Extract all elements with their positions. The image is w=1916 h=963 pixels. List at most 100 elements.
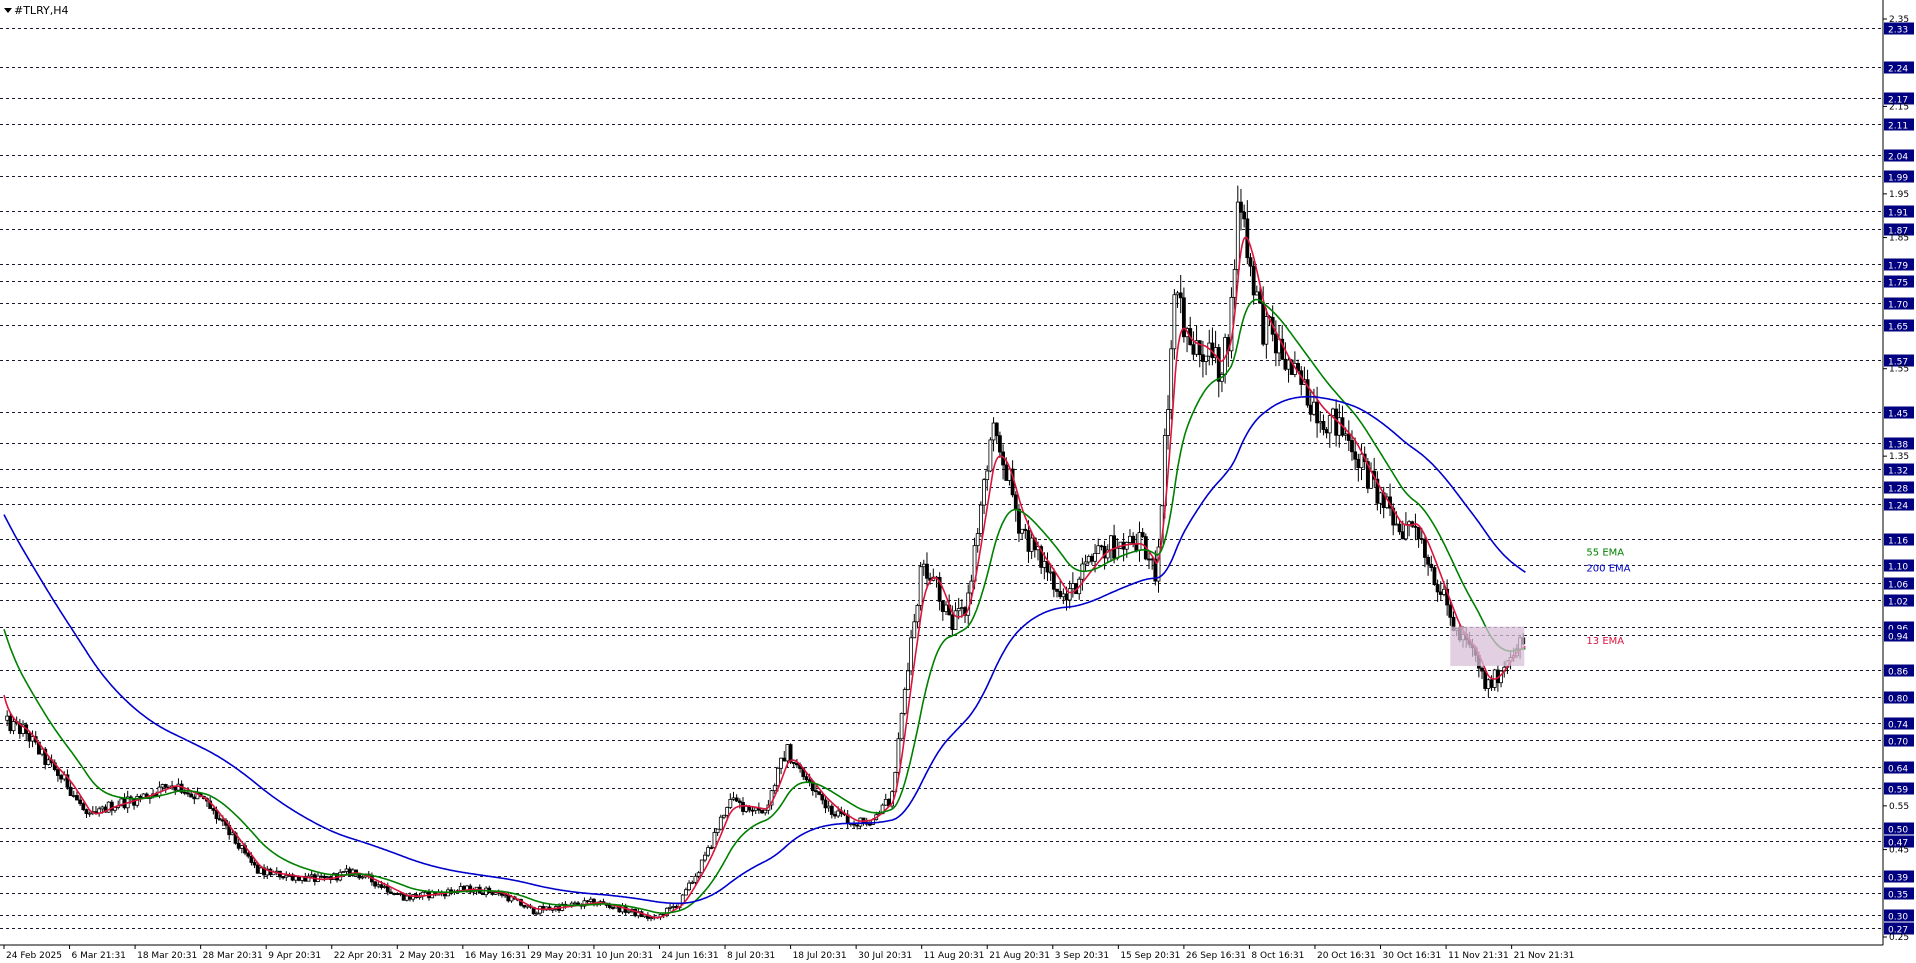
price-level-label: 0.64	[1888, 765, 1908, 775]
candle-body	[817, 791, 822, 795]
candle-body	[744, 805, 749, 812]
price-level-label: 1.75	[1888, 279, 1908, 289]
candle-body	[1042, 560, 1047, 568]
candle-body	[1039, 546, 1044, 568]
candle-body	[728, 799, 733, 808]
candle-body	[804, 776, 809, 781]
candle-body	[1048, 571, 1053, 574]
grid-layer	[0, 28, 1883, 929]
candle-body	[906, 670, 910, 690]
candle-body	[65, 774, 70, 788]
price-level-label: 1.45	[1888, 410, 1908, 420]
candle-body	[395, 893, 400, 895]
x-tick-label: 18 Jul 20:31	[793, 951, 847, 961]
price-level-label: 2.04	[1888, 153, 1908, 163]
x-tick-label: 24 Jun 16:31	[661, 951, 718, 961]
candle-body	[1242, 211, 1247, 220]
price-level-tag	[1884, 533, 1914, 546]
candle-body	[855, 824, 860, 827]
ema-layer: 13 EMA 55 EMA 200 EMA	[3, 236, 1631, 919]
candle-body	[1239, 201, 1243, 213]
candle-body	[1486, 679, 1491, 689]
price-level-label: 1.16	[1888, 537, 1908, 547]
candle-body	[880, 804, 885, 815]
candle-body	[725, 807, 730, 816]
candle-body	[1020, 528, 1025, 534]
candle-body	[607, 904, 612, 908]
candle-body	[915, 605, 920, 623]
candle-body	[959, 607, 964, 610]
x-tick-label: 20 Oct 16:31	[1317, 951, 1376, 961]
candle-body	[1397, 523, 1402, 533]
y-tick-label: 0.45	[1889, 846, 1909, 856]
candle-body	[1489, 679, 1494, 688]
candle-body	[664, 907, 669, 917]
candle-body	[937, 577, 942, 602]
candle-body	[1404, 524, 1408, 540]
price-level-tag	[1884, 922, 1914, 935]
candle-body	[1353, 451, 1358, 460]
price-level-tag	[1884, 22, 1914, 35]
candle-body	[829, 805, 834, 815]
candle-body	[481, 892, 485, 896]
y-tick-label: 2.35	[1889, 15, 1909, 25]
price-level-label: 0.59	[1888, 786, 1908, 796]
candle-body	[769, 790, 774, 806]
candle-body	[192, 796, 197, 800]
chart-menu-triangle-icon[interactable]	[4, 8, 12, 13]
candle-body	[1140, 532, 1145, 537]
candle-body	[259, 867, 263, 874]
candle-body	[1096, 545, 1101, 554]
candle-body	[1375, 478, 1380, 504]
x-tick-label: 28 Mar 20:31	[203, 951, 263, 961]
price-level-label: 1.24	[1888, 502, 1908, 512]
candle-body	[68, 786, 73, 797]
price-level-label: 0.70	[1888, 738, 1908, 748]
ema-label-200: 200 EMA	[1586, 564, 1630, 575]
candle-body	[921, 563, 926, 568]
candle-body	[978, 504, 983, 534]
candle-body	[1067, 588, 1072, 601]
candle-body	[84, 809, 89, 814]
x-tick-label: 21 Nov 21:31	[1514, 951, 1575, 961]
price-level-tag	[1884, 258, 1914, 271]
candle-body	[160, 784, 165, 788]
candle-body	[969, 580, 974, 594]
price-level-tag	[1884, 297, 1914, 310]
candle-body	[807, 779, 812, 783]
price-level-label: 2.24	[1888, 65, 1908, 75]
candle-body	[1480, 667, 1484, 672]
candle-body	[27, 733, 32, 742]
candle-body	[1305, 379, 1310, 406]
x-tick-label: 8 Oct 16:31	[1251, 951, 1304, 961]
candle-body	[1400, 531, 1405, 540]
candle-body	[141, 793, 146, 798]
price-level-tag	[1884, 717, 1914, 730]
candle-body	[896, 738, 901, 773]
price-level-label: 2.33	[1888, 26, 1908, 36]
candle-body	[814, 790, 818, 793]
price-level-label: 1.02	[1888, 598, 1908, 608]
price-level-tag	[1884, 909, 1914, 922]
candle-body	[1416, 526, 1421, 539]
price-level-tag	[1884, 870, 1914, 883]
candle-body	[588, 898, 593, 902]
price-level-label: 1.79	[1888, 262, 1908, 272]
x-tick-label: 22 Apr 20:31	[334, 951, 393, 961]
candle-body	[712, 832, 717, 849]
candle-body	[1448, 604, 1453, 618]
candle-body	[722, 814, 726, 818]
candle-body	[671, 905, 676, 908]
candle-body	[325, 876, 330, 879]
price-level-tag	[1884, 61, 1914, 74]
candle-body	[1334, 408, 1339, 436]
candle-body	[236, 842, 241, 849]
candle-body	[385, 886, 390, 893]
candle-body	[1280, 338, 1285, 360]
candle-body	[988, 439, 993, 472]
candle-body	[1051, 571, 1056, 590]
y-tick-label: 0.55	[1889, 802, 1909, 812]
price-level-label: 1.10	[1888, 563, 1908, 573]
